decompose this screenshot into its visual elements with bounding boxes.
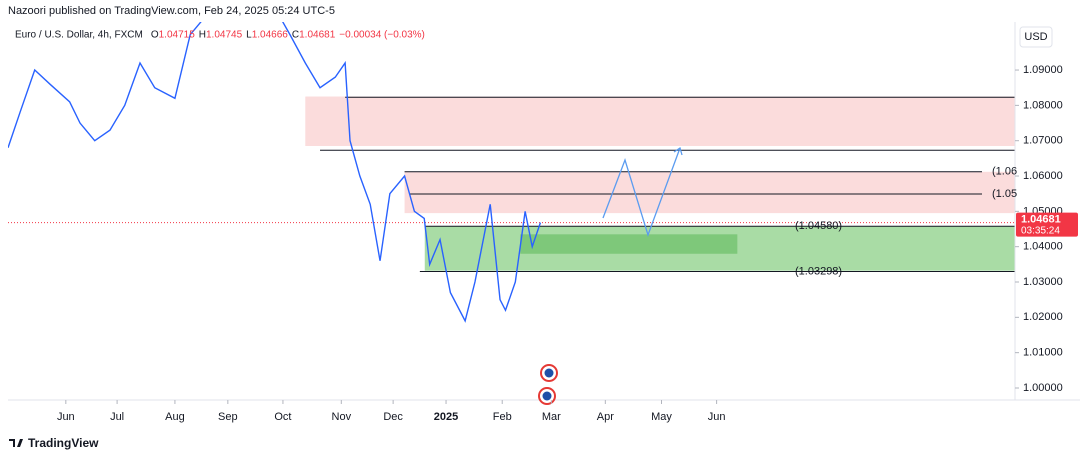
x-tick-label: Dec	[383, 411, 403, 423]
zones	[305, 96, 1015, 272]
level-label: (1.06	[992, 166, 1017, 178]
y-tick-label: 1.04000	[1023, 241, 1063, 253]
x-tick-label: Nov	[332, 411, 352, 423]
x-tick-label: Sep	[218, 411, 238, 423]
zone	[305, 96, 1015, 146]
currency[interactable]: USD	[1024, 31, 1047, 43]
symbol: Euro / U.S. Dollar, 4h, FXCM	[15, 30, 143, 41]
level-label: (1.04580)	[795, 220, 842, 232]
price-label: 1.04681	[1021, 214, 1061, 226]
x-tick-label: Jul	[110, 411, 124, 423]
y-tick-label: 1.06000	[1023, 170, 1063, 182]
zone	[520, 234, 738, 254]
x-tick-label: May	[651, 411, 672, 423]
y-tick-label: 1.03000	[1023, 276, 1063, 288]
logos	[538, 364, 558, 405]
y-tick-label: 1.07000	[1023, 135, 1063, 147]
ohlc-value: 1.04715	[159, 30, 196, 41]
y-tick-label: 1.08000	[1023, 99, 1063, 111]
x-tick-label: Oct	[274, 411, 291, 423]
price-layer	[8, 22, 1015, 323]
x-tick-label: 2025	[434, 411, 458, 423]
ohlc-value: 1.04681	[299, 30, 336, 41]
ohlc-label: L	[246, 30, 252, 41]
currency-button[interactable]	[1019, 26, 1053, 48]
zone	[404, 171, 1015, 214]
projection-arrow	[602, 147, 681, 238]
legend: Euro / U.S. Dollar, 4h, FXCM O 1.04715 H 1.0…	[15, 30, 425, 41]
x-tick-label: Apr	[597, 411, 614, 423]
y-tick-label: 1.00000	[1023, 382, 1063, 394]
y-tick-label: 1.02000	[1023, 311, 1063, 323]
footer: TradingView	[28, 436, 99, 450]
countdown: 03:35:24	[1021, 225, 1060, 236]
ohlc-value: 1.04745	[206, 30, 243, 41]
change: −0.00034 (−0.03%)	[339, 30, 425, 41]
x-tick-label: Jun	[57, 411, 75, 423]
level-label: (1.05	[992, 188, 1017, 200]
ohlc-value: 1.04666	[252, 30, 289, 41]
y-tick-label: 1.01000	[1023, 347, 1063, 359]
level-label: (1.03298)	[795, 265, 842, 277]
price-label-box	[1016, 212, 1078, 237]
header: Nazoori published on TradingView.com, Fe…	[8, 5, 335, 17]
ohlc-label: O	[151, 30, 159, 41]
ohlc-label: C	[292, 30, 299, 41]
ohlc-label: H	[199, 30, 206, 41]
x-tick-label: Aug	[165, 411, 185, 423]
arrow-head	[673, 146, 683, 156]
x-tick-label: Feb	[493, 411, 512, 423]
y-tick-label: 1.09000	[1023, 64, 1063, 76]
x-tick-label: Mar	[542, 411, 561, 423]
footer-logo	[9, 439, 23, 447]
price-line	[8, 22, 542, 323]
x-tick-label: Jun	[708, 411, 726, 423]
